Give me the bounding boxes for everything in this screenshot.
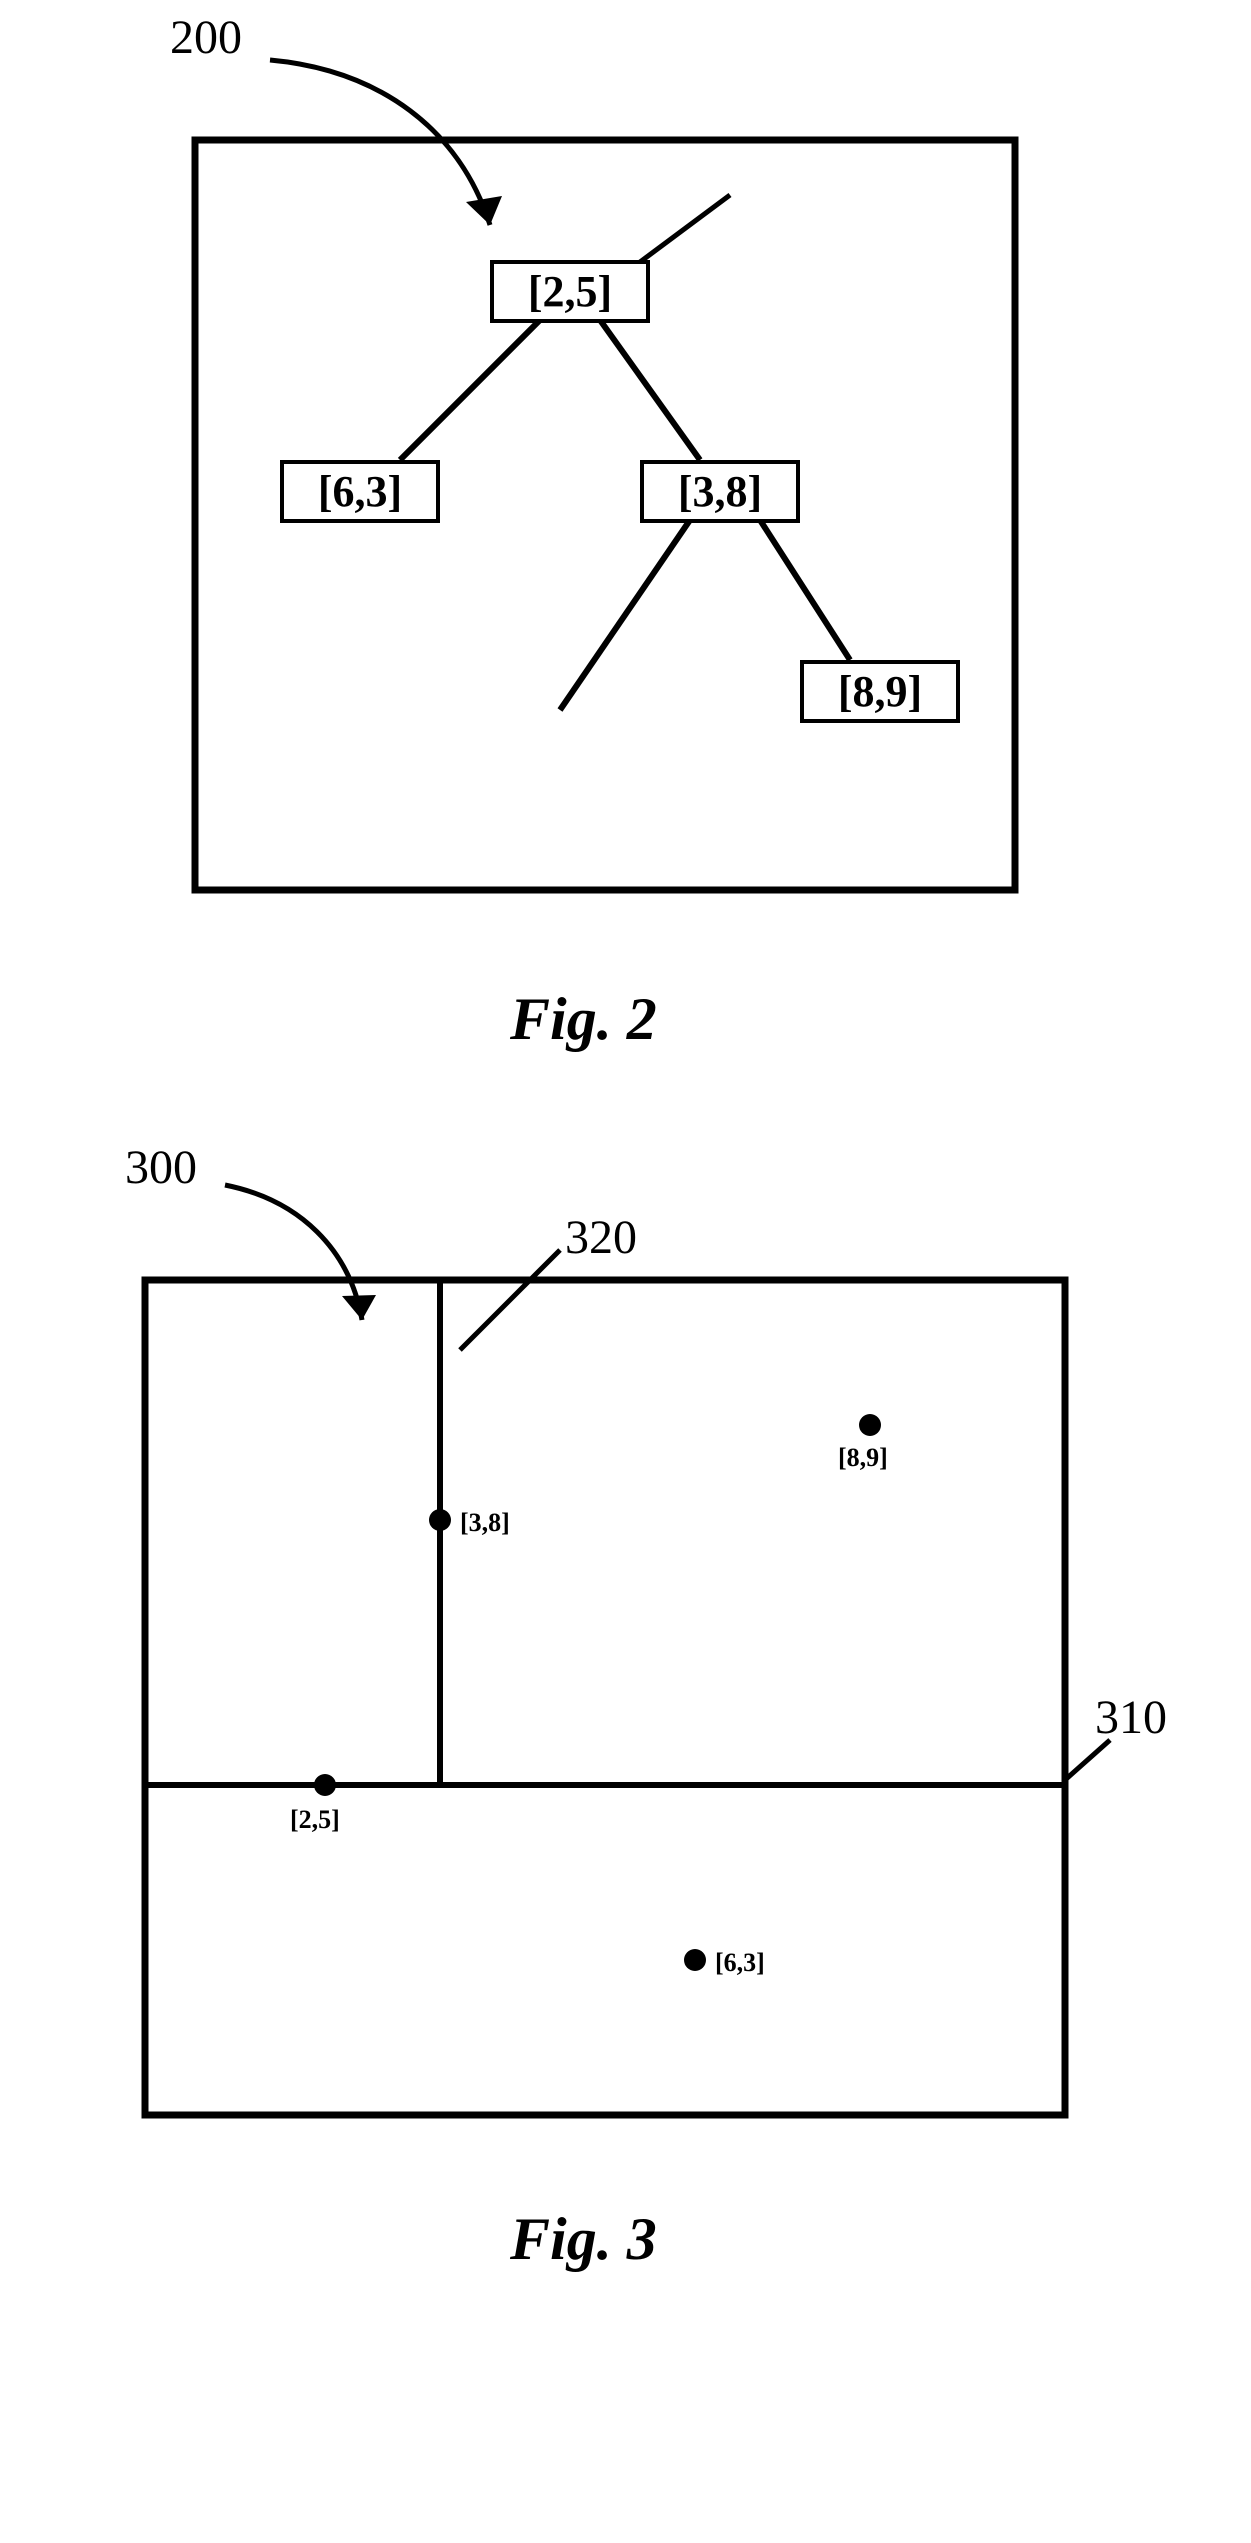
fig3-label-89: [8,9] — [838, 1443, 888, 1473]
fig3-label-38: [3,8] — [460, 1508, 510, 1538]
fig3-caption: Fig. 3 — [510, 2205, 657, 2274]
fig3-svg — [0, 1160, 1251, 2260]
fig3-point-63 — [684, 1949, 706, 1971]
fig3-label-63: [6,3] — [715, 1948, 765, 1978]
fig2-node-right: [3,8] — [640, 460, 800, 523]
fig3-label-25: [2,5] — [290, 1805, 340, 1835]
fig3-pointer-310-line — [1065, 1740, 1110, 1780]
fig3-point-89 — [859, 1414, 881, 1436]
fig2-node-root: [2,5] — [490, 260, 650, 323]
fig2-caption: Fig. 2 — [510, 985, 657, 1054]
page: 200 210 [2,5] [6,3] [3,8] [8,9] Fig. 2 3… — [0, 0, 1251, 2543]
fig3-point-25 — [314, 1774, 336, 1796]
fig2-node-left: [6,3] — [280, 460, 440, 523]
fig3-point-38 — [429, 1509, 451, 1531]
fig2-node-leaf: [8,9] — [800, 660, 960, 723]
fig2-svg — [0, 0, 1251, 1100]
fig3-frame — [145, 1280, 1065, 2115]
